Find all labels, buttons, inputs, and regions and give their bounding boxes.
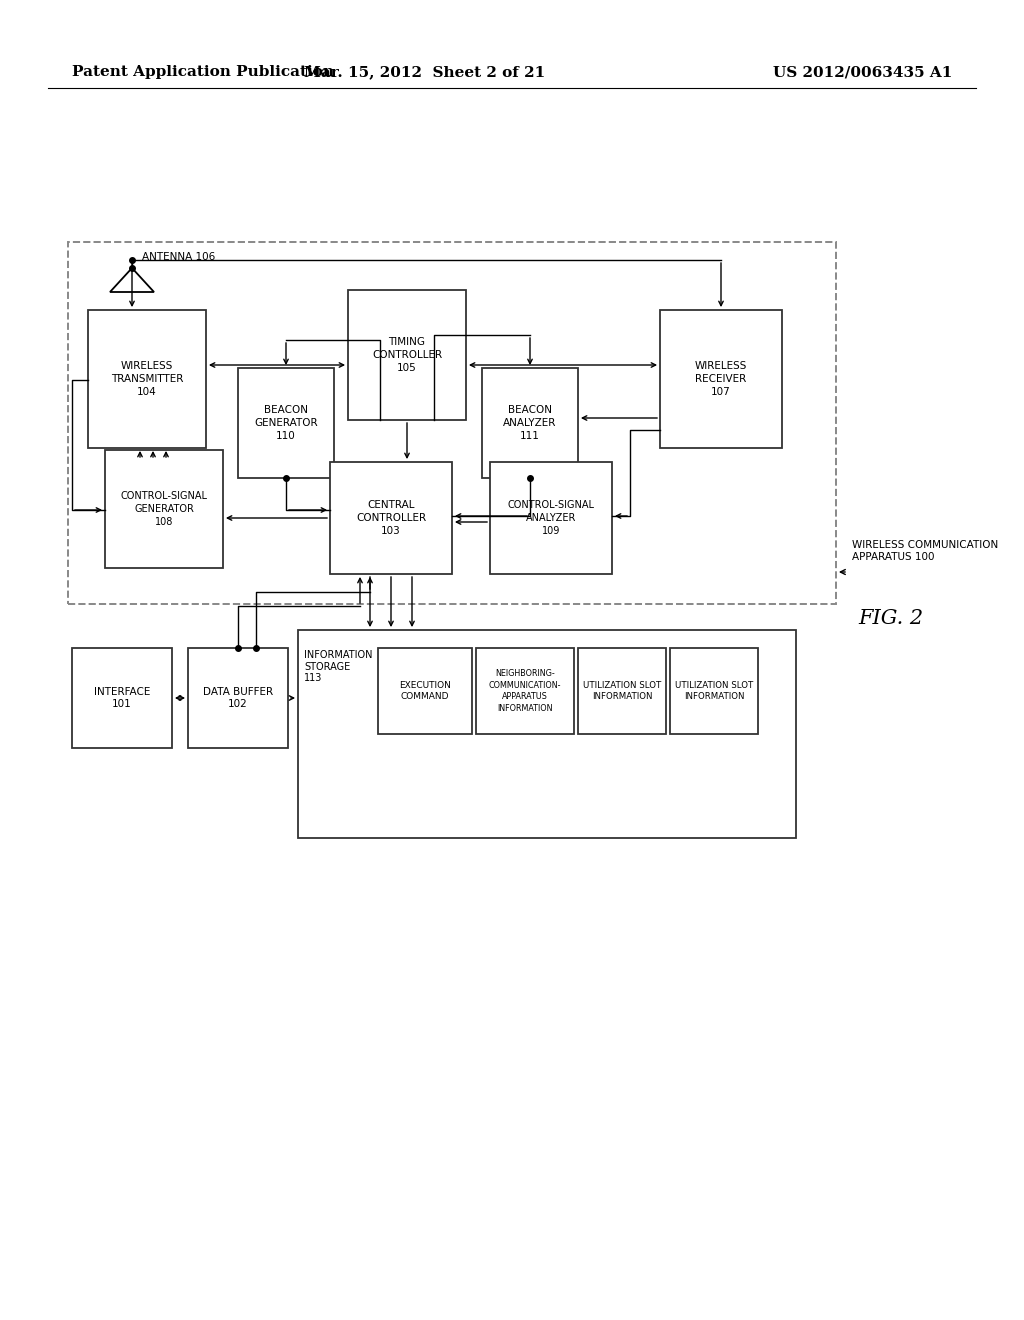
Text: CONTROL-SIGNAL
ANALYZER
109: CONTROL-SIGNAL ANALYZER 109 <box>508 500 595 536</box>
Text: US 2012/0063435 A1: US 2012/0063435 A1 <box>773 65 952 79</box>
Bar <box>72 648 172 748</box>
Text: WIRELESS COMMUNICATION
APPARATUS 100: WIRELESS COMMUNICATION APPARATUS 100 <box>852 540 998 561</box>
Bar <box>68 242 836 605</box>
Text: TIMING
CONTROLLER
105: TIMING CONTROLLER 105 <box>372 337 442 372</box>
Bar <box>490 462 612 574</box>
Bar <box>660 310 782 447</box>
Bar <box>578 648 666 734</box>
Bar <box>88 310 206 447</box>
Text: UTILIZATION SLOT
INFORMATION: UTILIZATION SLOT INFORMATION <box>583 681 662 701</box>
Text: INTERFACE
101: INTERFACE 101 <box>94 686 151 709</box>
Bar <box>348 290 466 420</box>
Bar <box>298 630 796 838</box>
Text: INFORMATION
STORAGE
113: INFORMATION STORAGE 113 <box>304 649 373 684</box>
Text: DATA BUFFER
102: DATA BUFFER 102 <box>203 686 273 709</box>
Bar <box>670 648 758 734</box>
Bar <box>188 648 288 748</box>
Text: Mar. 15, 2012  Sheet 2 of 21: Mar. 15, 2012 Sheet 2 of 21 <box>304 65 546 79</box>
Text: ANTENNA 106: ANTENNA 106 <box>142 252 215 261</box>
Bar <box>105 450 223 568</box>
Bar <box>378 648 472 734</box>
Text: EXECUTION
COMMAND: EXECUTION COMMAND <box>399 681 451 701</box>
Bar <box>482 368 578 478</box>
Text: CONTROL-SIGNAL
GENERATOR
108: CONTROL-SIGNAL GENERATOR 108 <box>121 491 208 527</box>
Text: BEACON
ANALYZER
111: BEACON ANALYZER 111 <box>504 405 557 441</box>
Text: BEACON
GENERATOR
110: BEACON GENERATOR 110 <box>254 405 317 441</box>
Bar <box>330 462 452 574</box>
Text: NEIGHBORING-
COMMUNICATION-
APPARATUS
INFORMATION: NEIGHBORING- COMMUNICATION- APPARATUS IN… <box>488 669 561 713</box>
Text: UTILIZATION SLOT
INFORMATION: UTILIZATION SLOT INFORMATION <box>675 681 753 701</box>
Bar <box>476 648 574 734</box>
Text: WIRELESS
TRANSMITTER
104: WIRELESS TRANSMITTER 104 <box>111 362 183 397</box>
Bar <box>238 368 334 478</box>
Text: CENTRAL
CONTROLLER
103: CENTRAL CONTROLLER 103 <box>356 500 426 536</box>
Text: Patent Application Publication: Patent Application Publication <box>72 65 334 79</box>
Text: FIG. 2: FIG. 2 <box>858 609 923 627</box>
Text: WIRELESS
RECEIVER
107: WIRELESS RECEIVER 107 <box>695 362 748 397</box>
